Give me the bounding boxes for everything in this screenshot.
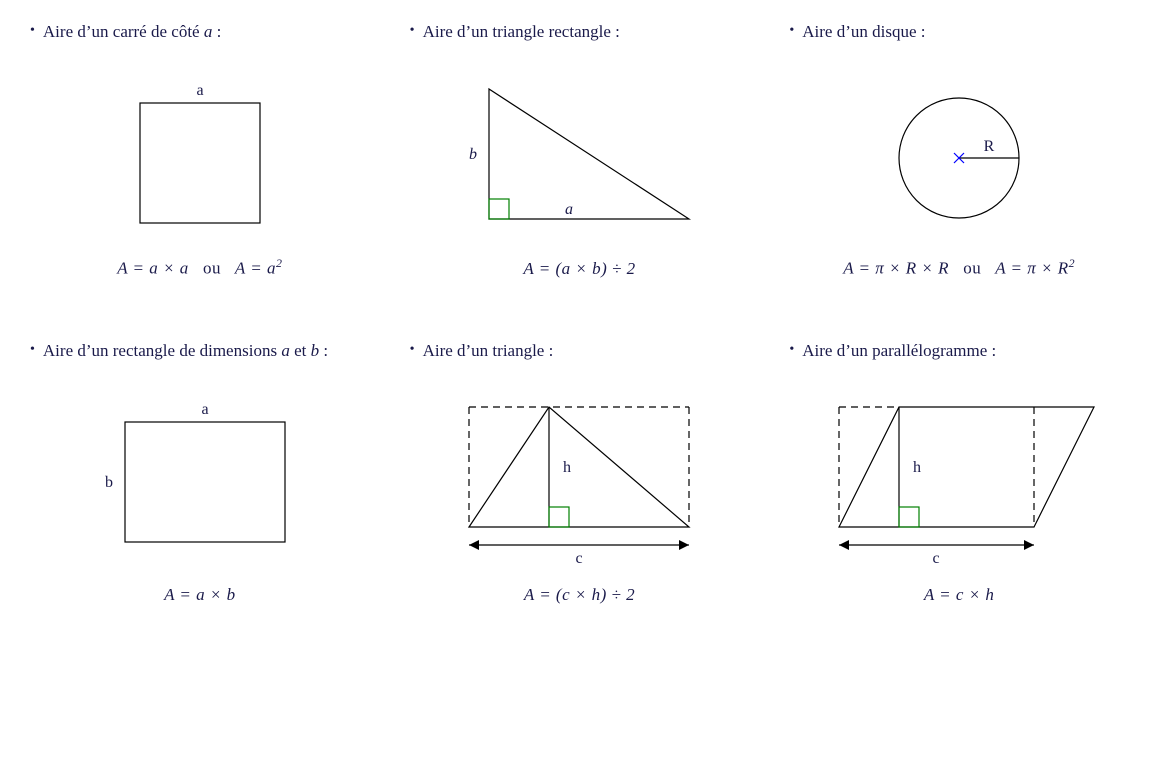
label-r: R — [984, 138, 995, 155]
square-shape — [140, 103, 260, 223]
bullet-icon: • — [30, 20, 35, 42]
label-a: a — [196, 82, 203, 99]
cell-right-triangle: • Aire d’un triangle rectangle : b a A =… — [410, 20, 750, 279]
formula-right-triangle: A = (a × b) ÷ 2 — [410, 259, 750, 279]
right-angle-marker — [899, 507, 919, 527]
triangle-shape — [469, 407, 689, 527]
label-h: h — [913, 459, 921, 476]
title-text-disk: Aire d’un disque : — [802, 20, 925, 44]
formula-square: A = a × a ou A = a2 — [30, 256, 370, 279]
label-b: b — [469, 146, 477, 163]
title-rectangle: • Aire d’un rectangle de dimensions a et… — [30, 339, 370, 387]
cell-disk: • Aire d’un disque : R A = π × R × R ou … — [789, 20, 1129, 279]
title-var-b: b — [311, 341, 320, 360]
svg-rectangle: a b — [85, 392, 315, 572]
formula-parallelogram: A = c × h — [789, 585, 1129, 605]
label-a: a — [565, 201, 573, 218]
title-mid: et — [290, 341, 311, 360]
figure-right-triangle: b a — [410, 68, 750, 251]
formula-triangle: A = (c × h) ÷ 2 — [410, 585, 750, 605]
figure-square: a — [30, 68, 370, 248]
title-text-triangle: Aire d’un triangle : — [423, 339, 554, 363]
svg-right-triangle: b a — [449, 69, 709, 249]
formula-grid: • Aire d’un carré de côté a : a A = a × … — [30, 20, 1129, 605]
title-text-square: Aire d’un carré de côté a : — [43, 20, 221, 44]
svg-disk: R — [859, 73, 1059, 243]
formula-disk: A = π × R × R ou A = π × R2 — [789, 256, 1129, 279]
title-text-rectangle: Aire d’un rectangle de dimensions a et b… — [43, 339, 328, 363]
formula-rectangle: A = a × b — [30, 585, 370, 605]
label-c: c — [933, 550, 940, 567]
bullet-icon: • — [789, 20, 794, 42]
cell-triangle: • Aire d’un triangle : h c A — [410, 339, 750, 605]
svg-triangle: h c — [439, 387, 719, 577]
figure-parallelogram: h c — [789, 387, 1129, 577]
right-angle-marker — [549, 507, 569, 527]
title-suffix: : — [212, 22, 221, 41]
cell-parallelogram: • Aire d’un parallélogramme : h c — [789, 339, 1129, 605]
bullet-icon: • — [410, 20, 415, 42]
bullet-icon: • — [30, 339, 35, 361]
title-suffix: : — [319, 341, 328, 360]
right-angle-marker — [489, 199, 509, 219]
arrowhead-right-icon — [679, 540, 689, 550]
rectangle-shape — [125, 422, 285, 542]
title-main: Aire d’un rectangle de dimensions — [43, 341, 277, 360]
figure-rectangle: a b — [30, 387, 370, 577]
right-triangle-shape — [489, 89, 689, 219]
svg-square: a — [110, 73, 290, 243]
title-main: Aire d’un carré de côté — [43, 22, 200, 41]
title-right-triangle: • Aire d’un triangle rectangle : — [410, 20, 750, 68]
bullet-icon: • — [410, 339, 415, 361]
figure-disk: R — [789, 68, 1129, 248]
title-disk: • Aire d’un disque : — [789, 20, 1129, 68]
arrowhead-right-icon — [1024, 540, 1034, 550]
bullet-icon: • — [789, 339, 794, 361]
title-text-right-triangle: Aire d’un triangle rectangle : — [423, 20, 620, 44]
label-c: c — [576, 550, 583, 567]
label-b: b — [105, 474, 113, 491]
arrowhead-left-icon — [839, 540, 849, 550]
svg-parallelogram: h c — [809, 387, 1109, 577]
parallelogram-shape — [839, 407, 1094, 527]
cell-square: • Aire d’un carré de côté a : a A = a × … — [30, 20, 370, 279]
title-var-a: a — [281, 341, 290, 360]
label-a: a — [201, 401, 208, 418]
title-parallelogram: • Aire d’un parallélogramme : — [789, 339, 1129, 387]
cell-rectangle: • Aire d’un rectangle de dimensions a et… — [30, 339, 370, 605]
title-text-parallelogram: Aire d’un parallélogramme : — [802, 339, 996, 363]
title-triangle: • Aire d’un triangle : — [410, 339, 750, 387]
arrowhead-left-icon — [469, 540, 479, 550]
title-square: • Aire d’un carré de côté a : — [30, 20, 370, 68]
figure-triangle: h c — [410, 387, 750, 577]
label-h: h — [563, 459, 571, 476]
